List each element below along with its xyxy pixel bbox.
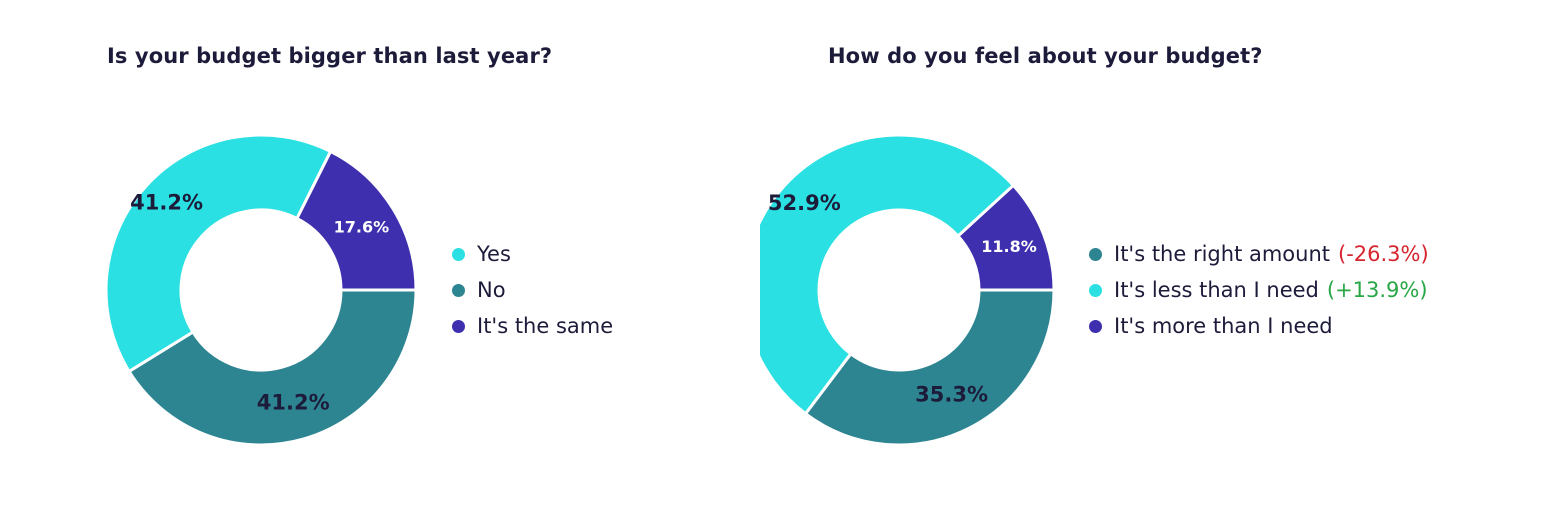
donut-slice bbox=[760, 133, 1016, 416]
donut-slice bbox=[803, 288, 1056, 447]
budget-feeling-chart: How do you feel about your budget? 11.8%… bbox=[760, 0, 1560, 509]
legend-item: It's less than I need (+13.9%) bbox=[1089, 272, 1429, 308]
donut-hole bbox=[820, 211, 978, 369]
legend-item: Yes bbox=[452, 236, 613, 272]
legend-swatch bbox=[1089, 283, 1102, 297]
slice-data-label: 52.9% bbox=[768, 191, 841, 215]
legend-change: (+13.9%) bbox=[1326, 278, 1428, 302]
slice-data-label: 11.8% bbox=[981, 237, 1037, 256]
donut-slice bbox=[127, 288, 418, 447]
legend-label: It's the same bbox=[477, 314, 614, 338]
legend-change: (-26.3%) bbox=[1338, 242, 1429, 266]
donut-chart: 11.8% 35.3% 52.9% bbox=[760, 133, 1056, 447]
legend-swatch bbox=[452, 247, 465, 261]
legend-swatch bbox=[1089, 247, 1102, 261]
chart-legend: Yes No It's the same bbox=[452, 236, 613, 344]
chart-title: How do you feel about your budget? bbox=[828, 44, 1263, 68]
legend-item: It's the same bbox=[452, 308, 613, 344]
legend-label: Yes bbox=[477, 242, 511, 266]
legend-item: It's the right amount (-26.3%) bbox=[1089, 236, 1429, 272]
slice-data-label: 41.2% bbox=[130, 191, 203, 215]
donut-slice bbox=[294, 149, 418, 292]
legend-label: It's less than I need bbox=[1114, 278, 1319, 302]
legend-swatch bbox=[452, 319, 465, 333]
donut-chart: 17.6% 41.2% 41.2% bbox=[104, 133, 418, 447]
slice-data-label: 17.6% bbox=[334, 218, 390, 237]
legend-label: It's the right amount bbox=[1114, 242, 1330, 266]
chart-legend: It's the right amount (-26.3%) It's less t… bbox=[1089, 236, 1429, 344]
legend-label: It's more than I need bbox=[1114, 314, 1333, 338]
donut-slice bbox=[104, 133, 333, 374]
chart-title: Is your budget bigger than last year? bbox=[107, 44, 553, 68]
legend-label: No bbox=[477, 278, 506, 302]
legend-item: No bbox=[452, 272, 613, 308]
budget-size-chart: Is your budget bigger than last year? 17… bbox=[0, 0, 760, 509]
slice-data-label: 41.2% bbox=[257, 391, 330, 415]
legend-item: It's more than I need bbox=[1089, 308, 1429, 344]
legend-swatch bbox=[1089, 319, 1102, 333]
legend-swatch bbox=[452, 283, 465, 297]
slice-data-label: 35.3% bbox=[915, 383, 988, 407]
donut-hole bbox=[182, 211, 340, 369]
